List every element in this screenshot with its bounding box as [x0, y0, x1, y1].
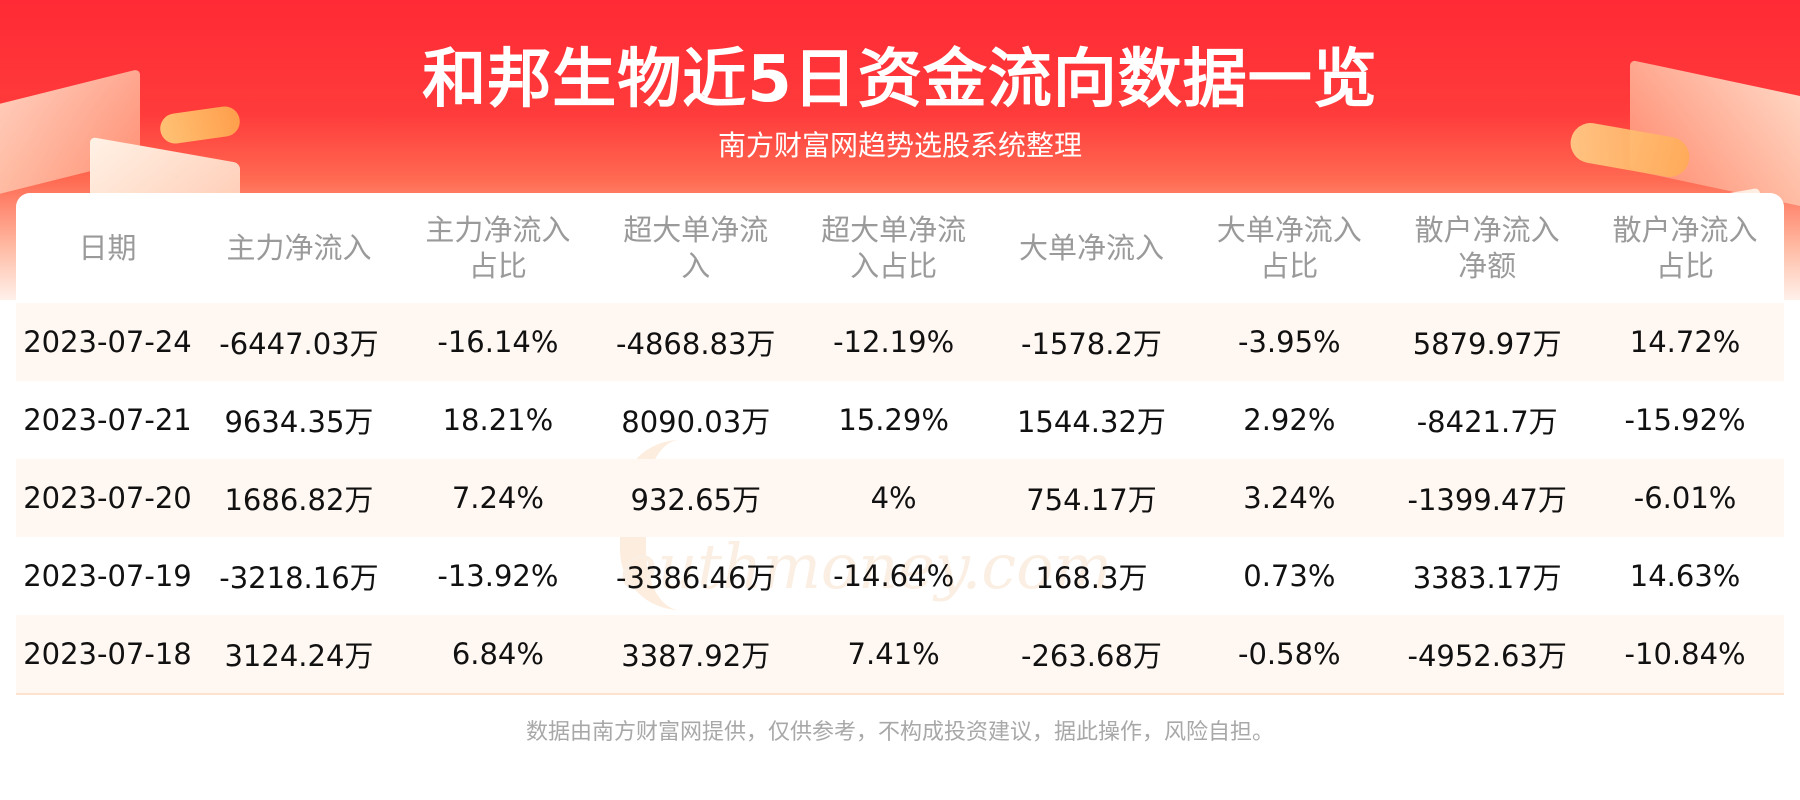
table-cell: 6.84%: [398, 615, 597, 693]
table-cell: 3124.24万: [198, 615, 399, 693]
table-row: 2023-07-24 -6447.03万 -16.14% -4868.83万 -…: [16, 303, 1784, 381]
table-cell: 1686.82万: [198, 459, 399, 537]
column-header: 超大单净流入占比: [821, 213, 967, 283]
table-cell: 7.41%: [794, 615, 993, 693]
table-cell: 4%: [794, 459, 993, 537]
table-cell: -15.92%: [1624, 403, 1746, 437]
table-cell: 7.24%: [398, 459, 597, 537]
table-cell: -6447.03万: [198, 303, 399, 381]
column-header: 散户净流入净额: [1414, 213, 1560, 283]
table-cell: -3386.46万: [616, 561, 776, 595]
table-cell: -12.19%: [794, 303, 993, 381]
table-cell: -4868.83万: [596, 303, 795, 381]
table-cell: 14.63%: [1629, 559, 1741, 593]
column-header: 散户净流入占比: [1612, 213, 1758, 283]
table-cell: -1399.47万: [1388, 459, 1587, 537]
table-card: [16, 193, 1784, 693]
table-cell: -1578.2万: [992, 303, 1191, 381]
table-cell: 2023-07-19: [23, 559, 192, 593]
table-header-row: 日期 主力净流入 主力净流入占比 超大单净流入 超大单净流入占比 大单净流入 大…: [16, 193, 1784, 303]
table-cell: -263.68万: [992, 615, 1191, 693]
table-cell: -4952.63万: [1388, 615, 1587, 693]
table-cell: -10.84%: [1586, 615, 1784, 693]
fund-flow-table: 日期 主力净流入 主力净流入占比 超大单净流入 超大单净流入占比 大单净流入 大…: [16, 193, 1784, 693]
table-cell: 14.72%: [1586, 303, 1784, 381]
table-cell: 3387.92万: [596, 615, 795, 693]
table-cell: 5879.97万: [1388, 303, 1587, 381]
column-header: 主力净流入占比: [425, 213, 571, 283]
column-header: 大单净流入占比: [1216, 213, 1362, 283]
table-cell: -6.01%: [1586, 459, 1784, 537]
table-cell: 3.24%: [1190, 459, 1389, 537]
table-cell: 15.29%: [838, 403, 949, 437]
table-cell: 2.92%: [1243, 403, 1336, 437]
table-cell: 932.65万: [596, 459, 795, 537]
table-cell: 2023-07-18: [16, 615, 199, 693]
footer-divider: [16, 693, 1784, 695]
table-cell: 0.73%: [1243, 559, 1336, 593]
table-cell: 8090.03万: [621, 405, 771, 439]
page-subtitle: 南方财富网趋势选股系统整理: [717, 129, 1082, 162]
table-cell: 3383.17万: [1412, 561, 1562, 595]
column-header: 日期: [78, 231, 137, 265]
table-row: 2023-07-19 -3218.16万 -13.92% -3386.46万 -…: [16, 537, 1784, 615]
table-cell: -3218.16万: [219, 561, 379, 595]
table-cell: 2023-07-24: [16, 303, 199, 381]
table-cell: -13.92%: [437, 559, 559, 593]
page-title: 和邦生物近5日资金流向数据一览: [422, 43, 1378, 117]
table-cell: 9634.35万: [224, 405, 374, 439]
table-row: 2023-07-20 1686.82万 7.24% 932.65万 4% 754…: [16, 459, 1784, 537]
table-cell: -8421.7万: [1416, 405, 1558, 439]
table-cell: 2023-07-20: [16, 459, 199, 537]
table-cell: 18.21%: [442, 403, 554, 437]
table-row: 2023-07-21 9634.35万 18.21% 8090.03万 15.2…: [16, 381, 1784, 459]
table-cell: 168.3万: [1035, 561, 1148, 595]
table-cell: -14.64%: [833, 559, 955, 593]
table-cell: -3.95%: [1190, 303, 1389, 381]
column-header: 大单净流入: [1018, 231, 1164, 265]
column-header: 超大单净流入: [623, 213, 769, 283]
disclaimer-text: 数据由南方财富网提供，仅供参考，不构成投资建议，据此操作，风险自担。: [525, 720, 1274, 745]
table-cell: 1544.32万: [1016, 405, 1166, 439]
table-cell: 754.17万: [992, 459, 1191, 537]
table-cell: -0.58%: [1190, 615, 1389, 693]
column-header: 主力净流入: [226, 231, 372, 265]
table-row: 2023-07-18 3124.24万 6.84% 3387.92万 7.41%…: [16, 615, 1784, 693]
table-cell: 2023-07-21: [23, 403, 192, 437]
table-cell: -16.14%: [398, 303, 597, 381]
